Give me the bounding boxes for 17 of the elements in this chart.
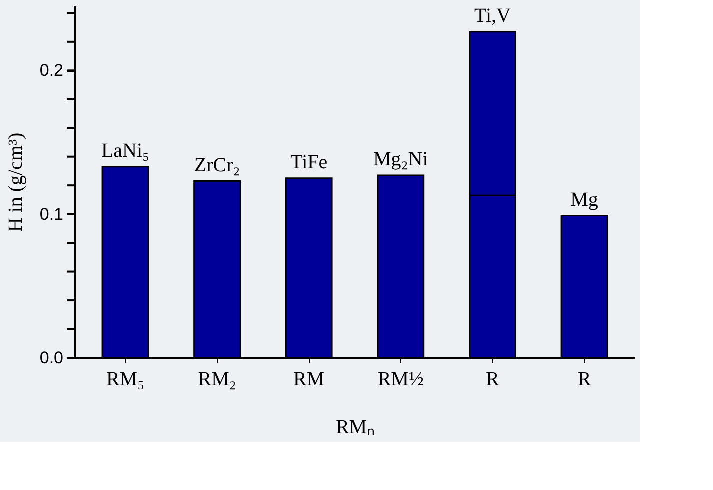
annotation: TiFe [290, 151, 328, 174]
x-tick-label: RM½ [378, 368, 424, 390]
annotation: LaNi₅ [101, 140, 150, 162]
annotation: ZrCr₂ [194, 154, 240, 176]
y-axis-title: H in (g/cm³) [4, 132, 27, 232]
annotation: Mg₂Ni [374, 148, 429, 171]
x-tick-label: RM₂ [198, 368, 236, 390]
annotation: Ti,V [474, 4, 512, 27]
annotation: Mg [570, 188, 598, 211]
y-tick-label: 0.0 [40, 348, 64, 368]
y-tick-label: 0.2 [40, 61, 64, 80]
x-tick-label: R [578, 368, 592, 390]
x-axis-title: RMₙ [336, 416, 376, 438]
x-tick-label: R [486, 368, 500, 390]
x-tick-label: RM₅ [106, 368, 145, 390]
y-tick-label: 0.1 [40, 204, 64, 224]
x-tick-label: RM [294, 368, 325, 390]
